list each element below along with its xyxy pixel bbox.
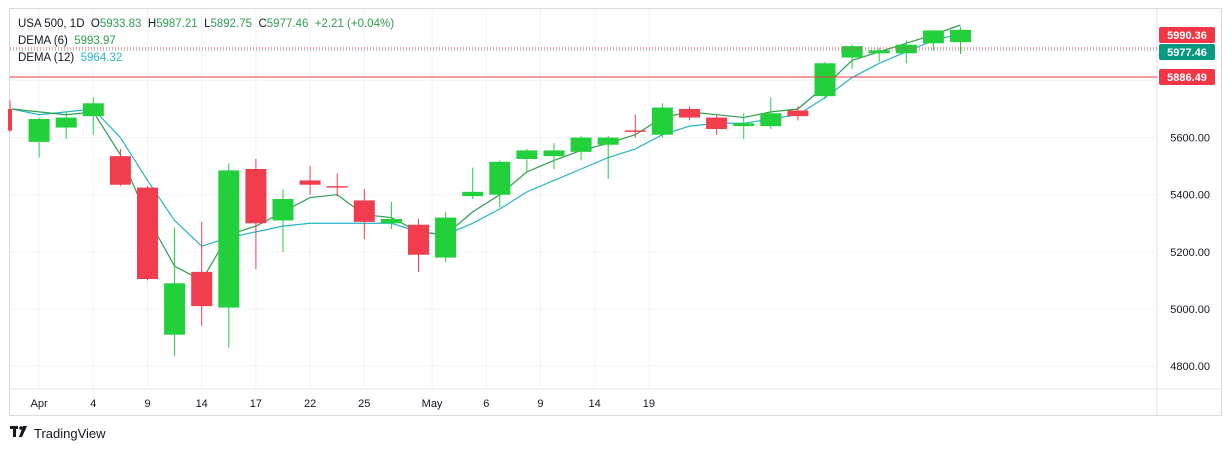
candle-body bbox=[326, 186, 348, 188]
candle-body bbox=[922, 30, 944, 44]
x-tick-label: 4 bbox=[90, 398, 96, 410]
open-value: 5933.83 bbox=[99, 18, 142, 30]
branding-name: TradingView bbox=[34, 426, 106, 441]
x-tick-label: 22 bbox=[304, 398, 316, 410]
x-tick-label: Apr bbox=[31, 398, 48, 410]
candle-body bbox=[868, 50, 890, 54]
candle-body bbox=[82, 103, 104, 117]
x-tick-label: 14 bbox=[589, 398, 601, 410]
low-label: L bbox=[204, 18, 211, 30]
candle-body bbox=[679, 109, 700, 118]
dema6-row[interactable]: DEMA (6) 5993.97 bbox=[18, 33, 394, 50]
x-tick-label: 25 bbox=[358, 398, 370, 410]
chart-legend: USA 500, 1D O5933.83 H5987.21 L5892.75 C… bbox=[18, 16, 394, 67]
dema12-label: DEMA (12) bbox=[18, 52, 75, 64]
candle-body bbox=[651, 107, 673, 135]
x-tick-label: 14 bbox=[196, 398, 208, 410]
price-tag-label: 5990.36 bbox=[1167, 30, 1207, 42]
x-tick-label: 17 bbox=[250, 398, 262, 410]
price-tag-label: 5886.49 bbox=[1167, 72, 1207, 84]
candle-body bbox=[462, 191, 484, 197]
close-label: C bbox=[258, 18, 267, 30]
dema6-line bbox=[11, 24, 961, 282]
high-label: H bbox=[147, 18, 157, 30]
candle-body bbox=[516, 150, 538, 159]
candle-body bbox=[624, 130, 646, 132]
candle-body bbox=[706, 117, 728, 129]
symbol-name[interactable]: USA 500 bbox=[18, 18, 64, 30]
interval[interactable]: 1D bbox=[69, 18, 85, 30]
dema12-value: 5964.32 bbox=[80, 52, 123, 64]
candle-body bbox=[787, 110, 809, 117]
ohlc-row: USA 500, 1D O5933.83 H5987.21 L5892.75 C… bbox=[18, 18, 395, 30]
candle-body bbox=[137, 187, 158, 279]
dema12-row[interactable]: DEMA (12) 5964.32 bbox=[18, 50, 394, 67]
candle-body bbox=[55, 117, 77, 128]
dema6-value: 5993.97 bbox=[74, 35, 116, 47]
y-tick-label: 4800.00 bbox=[1170, 361, 1210, 373]
candle-body bbox=[245, 169, 267, 224]
tradingview-logo-icon bbox=[10, 426, 30, 441]
candle-body bbox=[435, 217, 457, 258]
candle-body bbox=[489, 161, 511, 195]
candle-body bbox=[353, 200, 375, 222]
price-tag bbox=[1159, 44, 1215, 60]
candle-body bbox=[191, 271, 213, 307]
x-tick-label: 19 bbox=[643, 398, 655, 410]
candle-body bbox=[408, 224, 429, 255]
candle-body bbox=[8, 109, 12, 131]
candle-body bbox=[895, 44, 917, 54]
x-tick-label: 6 bbox=[483, 398, 489, 410]
candle-body bbox=[814, 63, 836, 97]
dema6-label: DEMA (6) bbox=[18, 35, 68, 47]
change-value: +2.21 (+0.04%) bbox=[314, 18, 395, 30]
high-value: 5987.21 bbox=[156, 18, 198, 30]
tradingview-logo[interactable]: TradingView bbox=[10, 426, 106, 441]
candle-body bbox=[380, 219, 402, 224]
x-tick-label: 9 bbox=[144, 398, 150, 410]
y-tick-label: 5600.00 bbox=[1170, 133, 1210, 145]
low-value: 5892.75 bbox=[210, 18, 253, 30]
candle-body bbox=[164, 283, 186, 335]
candle-body bbox=[218, 170, 240, 308]
candle-body bbox=[597, 137, 619, 145]
candle-body bbox=[760, 113, 782, 127]
price-tag-label: 5977.46 bbox=[1167, 47, 1207, 59]
candle-body bbox=[28, 119, 50, 142]
price-tag bbox=[1159, 27, 1215, 43]
candle-body bbox=[299, 180, 321, 185]
candle-body bbox=[733, 123, 755, 127]
candle-body bbox=[272, 199, 294, 221]
open-label: O bbox=[90, 18, 100, 30]
chart-frame bbox=[9, 8, 1222, 416]
x-tick-label: May bbox=[422, 398, 443, 410]
close-value: 5977.46 bbox=[266, 18, 309, 30]
price-tag bbox=[1159, 69, 1215, 85]
candle-body bbox=[570, 137, 592, 152]
candle-body bbox=[950, 29, 971, 43]
y-tick-label: 5400.00 bbox=[1170, 190, 1210, 202]
y-tick-label: 5000.00 bbox=[1170, 304, 1210, 316]
x-tick-label: 9 bbox=[537, 398, 543, 410]
y-tick-label: 5200.00 bbox=[1170, 247, 1210, 259]
candle-body bbox=[543, 150, 565, 157]
candle-body bbox=[109, 156, 131, 185]
candle-body bbox=[841, 46, 863, 58]
